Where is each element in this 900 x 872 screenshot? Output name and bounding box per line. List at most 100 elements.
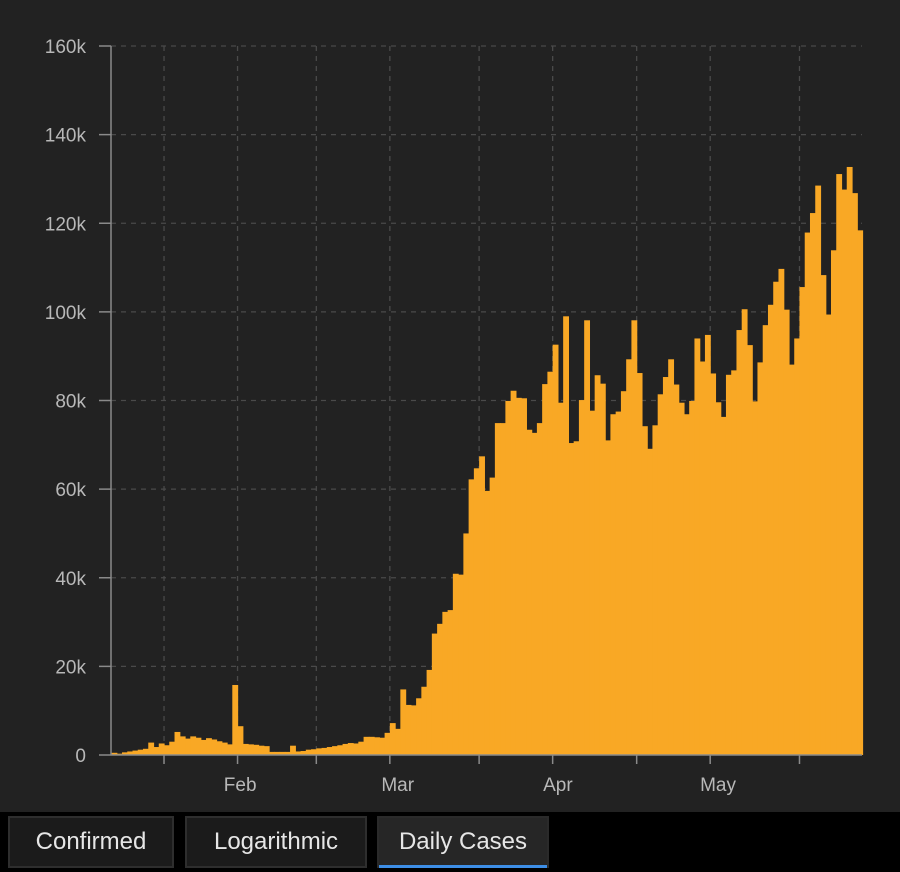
bar [269, 751, 275, 755]
y-tick-label: 0 [75, 746, 86, 767]
bar [736, 330, 743, 755]
x-tick-label: Apr [543, 775, 573, 796]
tab-daily-cases[interactable]: Daily Cases [377, 816, 549, 868]
bar [416, 698, 422, 755]
bar [484, 490, 491, 755]
bar [589, 410, 596, 755]
bar [694, 338, 701, 755]
bar [851, 193, 858, 755]
y-tick-label: 120k [45, 214, 87, 235]
bar [379, 737, 386, 755]
bar [200, 739, 207, 755]
bar [410, 705, 417, 755]
bar [778, 268, 785, 755]
bar [158, 743, 165, 755]
bar [773, 281, 780, 755]
bar [290, 745, 296, 755]
bar [185, 738, 191, 755]
bar [179, 736, 186, 755]
bar [725, 374, 732, 755]
bar [237, 726, 244, 755]
bar [500, 423, 506, 755]
bar [232, 684, 239, 755]
bar [704, 334, 711, 755]
bar [746, 345, 753, 755]
y-tick-label: 160k [45, 37, 87, 58]
bar [647, 448, 654, 755]
bar [316, 748, 323, 755]
bar [248, 744, 254, 755]
bar [468, 479, 475, 755]
x-tick-label: Mar [381, 775, 414, 796]
bar [521, 398, 527, 755]
bar [148, 742, 155, 755]
x-tick-label: May [700, 775, 736, 796]
bar [673, 384, 680, 755]
bar [563, 316, 570, 755]
bar [610, 414, 617, 755]
bar [599, 383, 606, 755]
bar [211, 739, 218, 755]
bar [305, 749, 312, 755]
bar [762, 325, 769, 755]
bar [636, 373, 643, 755]
bar [111, 752, 118, 755]
bar [137, 749, 144, 755]
bar [216, 741, 223, 755]
bar [127, 751, 134, 755]
bar [326, 747, 333, 755]
bar [505, 400, 512, 755]
bar [678, 402, 685, 755]
bar [526, 429, 533, 755]
bar [473, 468, 480, 755]
bar [536, 423, 543, 755]
tab-confirmed[interactable]: Confirmed [8, 816, 174, 868]
bar [263, 746, 270, 755]
bar [363, 736, 370, 755]
bar [337, 745, 344, 755]
bar [279, 751, 286, 755]
y-tick-label: 60k [55, 480, 86, 501]
bar [783, 309, 790, 755]
bar [494, 423, 501, 755]
bar [489, 477, 496, 755]
bar [657, 394, 664, 755]
bar [542, 384, 548, 755]
bar [510, 390, 517, 755]
bar [788, 364, 795, 755]
bar [421, 686, 428, 755]
bar [836, 174, 843, 756]
y-tick-label: 140k [45, 126, 87, 147]
bar [825, 314, 832, 755]
bar [846, 166, 853, 755]
tab-logarithmic[interactable]: Logarithmic [185, 816, 367, 868]
bar [227, 744, 233, 755]
bar [620, 391, 627, 755]
bar [258, 745, 265, 755]
bar [122, 752, 128, 755]
bar [389, 723, 396, 755]
daily-cases-chart: 0 20k 40k 60k 80k 100k 120k 140k 160k Feb Mar Apr Ma… [45, 37, 864, 796]
bar [132, 750, 139, 755]
active-tab-indicator [379, 865, 547, 868]
bar-series [111, 166, 864, 756]
bar [400, 689, 407, 755]
bar [169, 741, 176, 755]
bar [164, 745, 170, 755]
bar [699, 361, 706, 755]
bar [242, 743, 249, 755]
bar [584, 320, 591, 755]
bar [578, 400, 585, 755]
bar [431, 633, 438, 755]
bar [300, 751, 307, 755]
bar [573, 441, 580, 755]
y-tick-label: 100k [45, 303, 87, 324]
bar [830, 250, 837, 755]
bar [752, 401, 759, 755]
bar [321, 747, 328, 755]
bar [458, 574, 464, 755]
bar [662, 377, 669, 755]
bar [284, 751, 291, 755]
y-tick-label: 40k [55, 569, 86, 590]
bar [641, 426, 648, 755]
